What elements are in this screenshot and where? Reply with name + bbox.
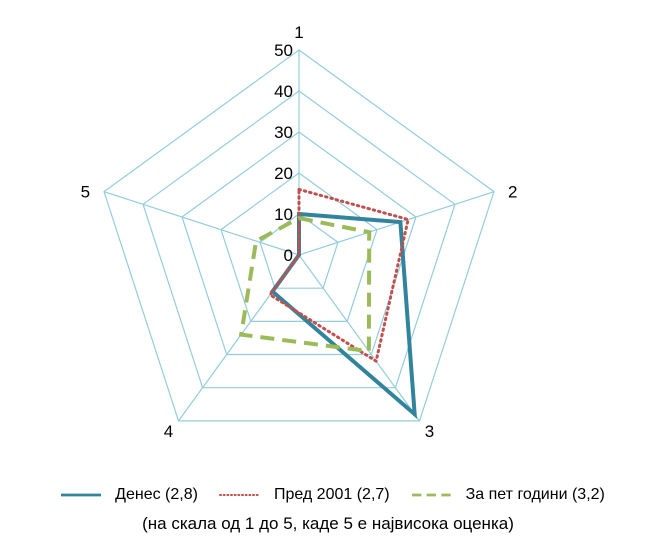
- legend-label-za-pet-godini: За пет години (3,2): [465, 486, 605, 503]
- tick-label-30: 30: [274, 123, 293, 142]
- tick-label-50: 50: [274, 41, 293, 60]
- legend-item-pred-2001: Пред 2001 (2,7): [210, 486, 390, 504]
- legend-label-denes: Денес (2,8): [115, 486, 198, 503]
- series-lines: [238, 187, 418, 419]
- scale-note: (на скала од 1 до 5, каде 5 е највисока …: [142, 514, 514, 533]
- legend-swatch-pred-2001: [218, 494, 261, 496]
- tick-label-10: 10: [274, 205, 293, 224]
- legend-item-denes: Денес (2,8): [51, 486, 198, 504]
- legend-label-pred-2001: Пред 2001 (2,7): [273, 486, 390, 503]
- radial-tick-labels: 0 10 20 30 40 50: [274, 41, 293, 265]
- series-line-1: [267, 187, 410, 364]
- legend: Денес (2,8) Пред 2001 (2,7) За пет годин…: [0, 486, 656, 504]
- grid-ring-40: [142, 90, 456, 389]
- axis-label-3: 3: [425, 422, 434, 441]
- grid-ring-50: [103, 49, 495, 422]
- axis-spoke-3: [298, 254, 420, 422]
- axis-label-4: 4: [164, 422, 173, 441]
- tick-label-40: 40: [274, 82, 293, 101]
- grid-ring-30: [181, 131, 417, 356]
- axis-label-2: 2: [508, 183, 517, 202]
- axis-label-5: 5: [81, 183, 90, 202]
- axis-spoke-5: [103, 191, 300, 256]
- legend-swatch-denes: [61, 493, 102, 497]
- tick-label-20: 20: [274, 164, 293, 183]
- tick-label-0: 0: [284, 246, 293, 265]
- legend-item-za-pet-godini: За пет години (3,2): [402, 486, 605, 504]
- axis-category-labels: 1 2 3 4 5: [81, 23, 518, 441]
- legend-swatch-za-pet-godini: [411, 493, 452, 497]
- series-line-2: [238, 215, 372, 354]
- axis-label-1: 1: [294, 23, 303, 42]
